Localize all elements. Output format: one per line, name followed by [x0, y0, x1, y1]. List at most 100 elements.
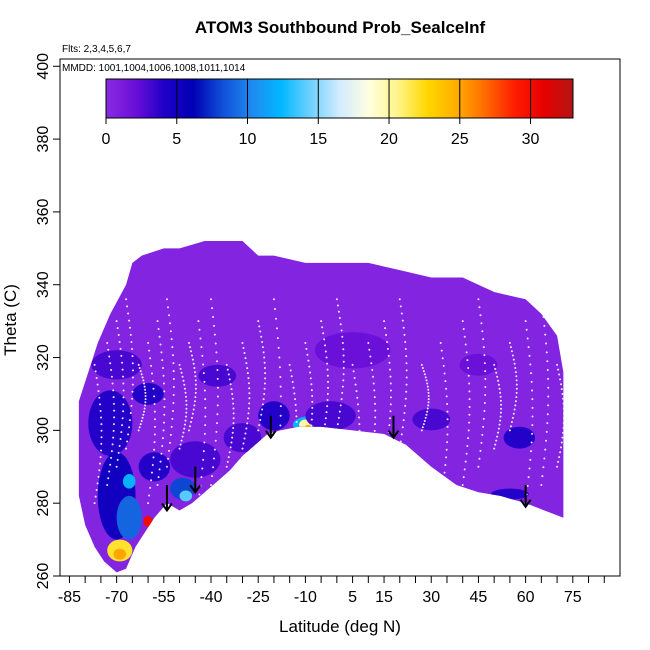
heatmap-cell: [412, 408, 451, 431]
trajectory-point: [482, 346, 485, 349]
trajectory-point: [232, 407, 235, 410]
trajectory-point: [427, 395, 430, 398]
x-tick-label: 75: [564, 589, 582, 606]
trajectory-point: [172, 386, 175, 389]
trajectory-point: [294, 398, 297, 401]
trajectory-point: [162, 429, 165, 432]
trajectory-point: [108, 355, 111, 358]
trajectory-point: [388, 424, 391, 427]
trajectory-point: [213, 448, 216, 451]
trajectory-point: [483, 401, 486, 404]
trajectory-point: [184, 415, 187, 418]
trajectory-point: [150, 364, 153, 367]
trajectory-point: [204, 406, 207, 409]
trajectory-point: [141, 376, 144, 379]
trajectory-point: [216, 386, 219, 389]
trajectory-point: [497, 383, 500, 386]
trajectory-point: [442, 364, 445, 367]
trajectory-point: [556, 465, 559, 468]
trajectory-point: [241, 341, 244, 344]
trajectory-point: [513, 362, 516, 365]
trajectory-point: [310, 383, 313, 386]
trajectory-point: [122, 403, 125, 406]
trajectory-point: [531, 406, 534, 409]
trajectory-point: [559, 383, 562, 386]
trajectory-point: [121, 417, 124, 420]
trajectory-point: [259, 330, 262, 333]
trajectory-point: [119, 438, 122, 441]
trajectory-point: [527, 476, 530, 479]
trajectory-point: [341, 335, 344, 338]
trajectory-point: [248, 402, 251, 405]
trajectory-point: [153, 395, 156, 398]
trajectory-point: [463, 335, 466, 338]
x-tick-label: 45: [470, 589, 488, 606]
trajectory-point: [531, 432, 534, 435]
trajectory-point: [310, 424, 313, 427]
heatmap-cell: [91, 350, 142, 380]
trajectory-point: [213, 324, 216, 327]
trajectory-point: [400, 312, 403, 315]
trajectory-point: [499, 411, 502, 414]
chart-title: ATOM3 Southbound Prob_SealceInf: [195, 18, 486, 37]
trajectory-point: [482, 338, 485, 341]
trajectory-point: [496, 375, 499, 378]
trajectory-point: [100, 416, 103, 419]
trajectory-point: [121, 424, 124, 427]
trajectory-point: [262, 351, 265, 354]
trajectory-point: [117, 334, 120, 337]
trajectory-point: [116, 327, 119, 330]
trajectory-point: [384, 327, 387, 330]
colorbar-tick-label: 10: [239, 131, 257, 148]
trajectory-point: [203, 432, 206, 435]
trajectory-point: [151, 464, 154, 467]
trajectory-point: [153, 418, 156, 421]
trajectory-point: [389, 375, 392, 378]
trajectory-point: [526, 484, 529, 487]
trajectory-point: [562, 402, 564, 405]
trajectory-point: [338, 410, 341, 413]
trajectory-point: [100, 449, 103, 452]
trajectory-point: [557, 460, 560, 463]
trajectory-point: [546, 369, 549, 372]
trajectory-point: [243, 437, 246, 440]
trajectory-point: [499, 391, 502, 394]
trajectory-point: [257, 429, 260, 432]
trajectory-point: [168, 322, 171, 325]
trajectory-point: [203, 389, 206, 392]
trajectory-point: [386, 340, 389, 343]
trajectory-point: [230, 388, 233, 391]
trajectory-point: [128, 426, 131, 429]
trajectory-point: [121, 361, 124, 364]
trajectory-point: [261, 408, 264, 411]
trajectory-point: [371, 369, 374, 372]
trajectory-point: [383, 320, 386, 323]
trajectory-point: [149, 357, 152, 360]
trajectory-point: [530, 450, 533, 453]
trajectory-point: [559, 446, 562, 449]
trajectory-point: [214, 439, 217, 442]
trajectory-point: [161, 366, 164, 369]
trajectory-point: [129, 333, 132, 336]
trajectory-point: [441, 357, 444, 360]
trajectory-point: [508, 341, 511, 344]
trajectory-point: [112, 429, 115, 432]
trajectory-point: [248, 397, 251, 400]
trajectory-point: [247, 382, 250, 385]
trajectory-point: [480, 441, 483, 444]
heatmap-cell: [223, 423, 262, 453]
trajectory-point: [143, 385, 146, 388]
trajectory-point: [426, 382, 429, 385]
trajectory-point: [216, 413, 219, 416]
trajectory-point: [404, 348, 407, 351]
trajectory-point: [193, 366, 196, 369]
trajectory-point: [202, 372, 205, 375]
trajectory-point: [311, 400, 314, 403]
trajectory-point: [372, 375, 375, 378]
trajectory-point: [201, 467, 204, 470]
heatmap-cell: [138, 452, 171, 482]
trajectory-point: [531, 424, 534, 427]
trajectory-point: [389, 382, 392, 385]
trajectory-point: [556, 363, 559, 366]
